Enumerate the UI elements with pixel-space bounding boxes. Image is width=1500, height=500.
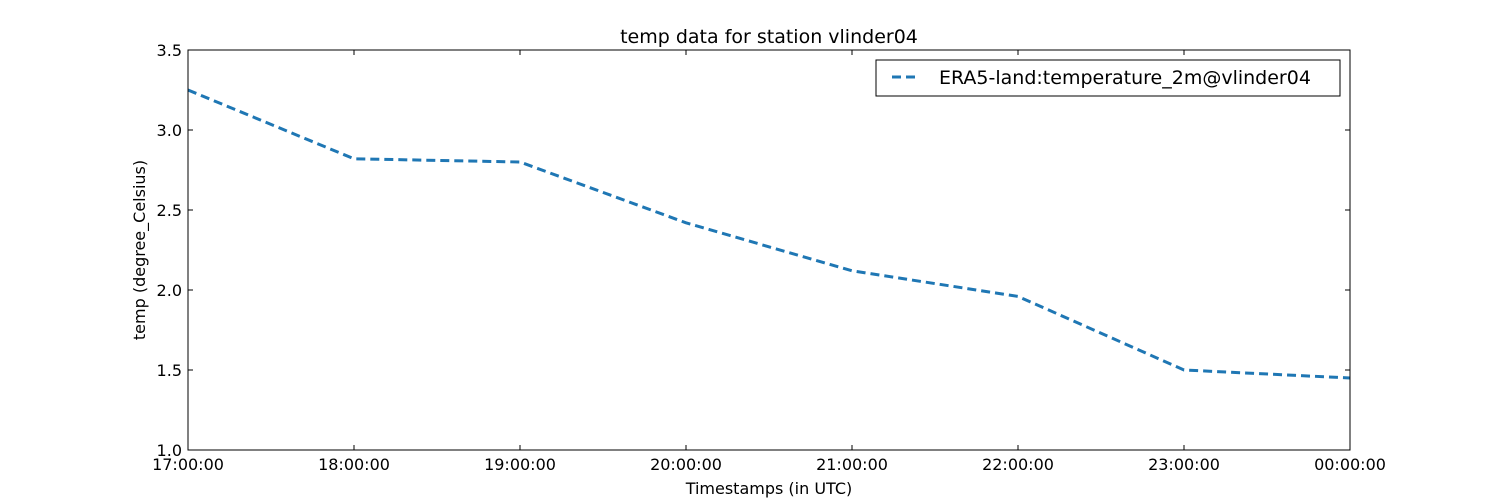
y-axis-label: temp (degree_Celsius) [130,160,150,340]
y-tick-label: 2.0 [157,281,182,300]
y-tick-label: 1.0 [157,441,182,460]
x-tick-label: 21:00:00 [816,455,888,474]
y-tick-label: 3.5 [157,41,182,60]
y-tick-label: 3.0 [157,121,182,140]
x-tick-label: 00:00:00 [1314,455,1386,474]
plot-area: 17:00:00 18:00:00 19:00:00 20:00:00 21:00:00… [152,41,1386,474]
y-tick-label: 1.5 [157,361,182,380]
x-tick-label: 17:00:00 [152,455,224,474]
legend-entry-label: ERA5-land:temperature_2m@vlinder04 [939,67,1311,89]
axes-frame [187,49,1351,451]
legend-box [875,59,1341,97]
x-tick-label: 23:00:00 [1148,455,1220,474]
x-tick-label: 22:00:00 [982,455,1054,474]
chart-title: temp data for station vlinder04 [620,26,918,48]
x-tick-label: 18:00:00 [318,455,390,474]
x-tick-label: 19:00:00 [484,455,556,474]
x-axis-label: Timestamps (in UTC) [685,479,853,498]
series-line-0 [187,88,1351,380]
y-tick-label: 2.5 [157,201,182,220]
x-tick-label: 20:00:00 [650,455,722,474]
legend: ERA5-land:temperature_2m@vlinder04 [875,59,1341,97]
